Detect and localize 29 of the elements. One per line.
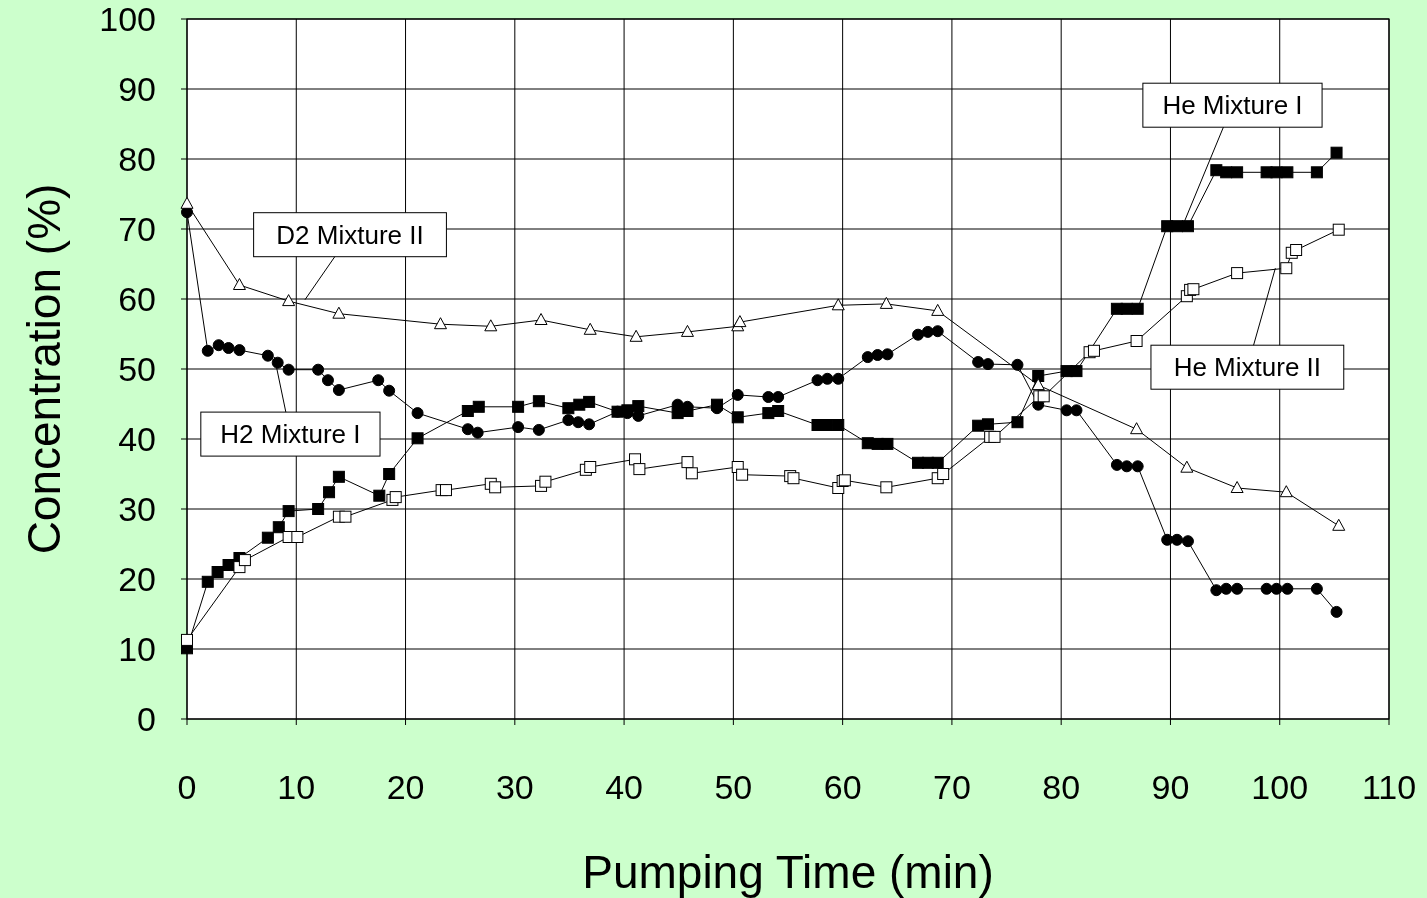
x-tick-label: 30 (495, 768, 534, 806)
x-tick-label: 20 (386, 768, 425, 806)
annotation: D2 Mixture II (276, 219, 424, 250)
y-tick-label: 50 (118, 350, 156, 388)
y-tick-label: 90 (118, 70, 156, 108)
x-tick-label: 50 (714, 768, 753, 806)
annotation: He Mixture I (1162, 90, 1303, 121)
y-tick-label: 60 (118, 280, 156, 318)
y-tick-label: 100 (99, 0, 156, 38)
x-tick-label: 70 (933, 768, 971, 806)
x-tick-label: 60 (823, 768, 862, 806)
annotation: He Mixture II (1173, 352, 1322, 383)
y-tick-label: 80 (118, 140, 156, 178)
y-tick-label: 70 (118, 210, 156, 248)
y-tick-label: 10 (118, 630, 156, 668)
annotation: H2 Mixture I (220, 419, 361, 450)
y-tick-label: 0 (137, 700, 156, 738)
x-tick-label: 100 (1251, 768, 1309, 806)
y-tick-label: 20 (118, 560, 156, 598)
x-tick-label: 40 (605, 768, 643, 806)
y-tick-label: 30 (118, 490, 156, 528)
x-tick-label: 10 (277, 768, 316, 806)
x-tick-label: 90 (1151, 768, 1190, 806)
y-axis-title: Concentration (%) (18, 183, 70, 555)
x-tick-label: 80 (1042, 768, 1081, 806)
x-tick-label: 0 (177, 768, 197, 806)
x-tick-label: 110 (1361, 768, 1417, 806)
x-axis-title: Pumping Time (min) (582, 846, 994, 898)
y-tick-label: 40 (118, 420, 156, 458)
